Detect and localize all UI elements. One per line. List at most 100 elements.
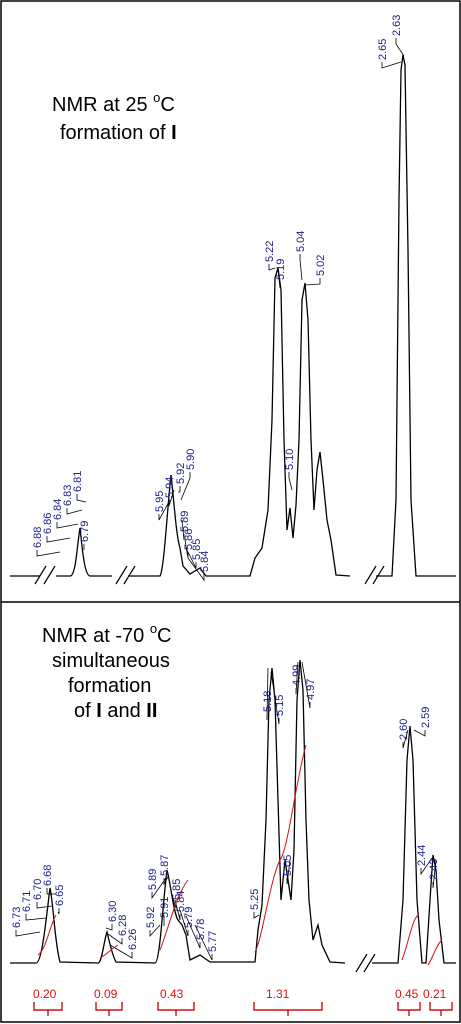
panel1-peak-label: 5.04	[295, 231, 307, 252]
panel2-peak-connector	[301, 661, 311, 709]
panel2-title-line2: simultaneous	[52, 650, 170, 672]
panel2-peak-connector	[25, 914, 47, 921]
panel1-spectrum-line	[10, 54, 456, 577]
panel1-peak-connector	[36, 550, 61, 557]
panel1-peak-connector	[158, 499, 171, 521]
panel2-peak-connector	[420, 857, 433, 876]
panel2-peak-label: 6.26	[127, 929, 139, 950]
panel1-peak-label: 5.02	[315, 255, 327, 276]
integral-bracket	[95, 1002, 123, 1016]
panel1-peak-label: 5.10	[284, 449, 296, 470]
panel2-peak-label: 5.91	[159, 897, 171, 918]
axis-break-mark	[364, 565, 377, 585]
axis-break-mark	[363, 953, 376, 973]
panel1-peak-label: 5.85	[191, 539, 203, 560]
panel2-peak-label: 5.05	[282, 855, 294, 876]
panel1-peak-connector	[180, 472, 191, 501]
panel2-peak-label: 5.78	[195, 919, 207, 940]
panel1-peak-label: 5.89	[179, 511, 191, 532]
panel1-peak-label: 5.95	[154, 491, 166, 512]
panel2-peak-connector	[432, 859, 437, 889]
panel2-peak-connector	[107, 933, 123, 945]
panel1-peak-connector	[395, 38, 405, 57]
panel1-peak-label: 6.88	[32, 527, 44, 548]
panel1-peak-connector	[46, 536, 71, 543]
panel1-title-line2: formation of I	[60, 122, 177, 144]
axis-break-mark	[355, 953, 368, 973]
panel2-peak-connector	[105, 924, 113, 931]
axis-break-mark	[43, 565, 56, 585]
panel1-peak-connector	[277, 269, 281, 289]
panel2-peak-label: 5.25	[249, 889, 261, 910]
labels-layer: 6.886.866.846.836.816.795.955.945.925.90…	[11, 15, 440, 961]
panel2-peak-connector	[253, 912, 260, 919]
panel2-title-line1: NMR at -70 oC	[42, 621, 172, 647]
spectra-layer	[10, 54, 456, 973]
panel2-peak-label: 6.30	[107, 901, 119, 922]
integral-value: 0.20	[33, 987, 57, 1001]
panel2-peak-connector	[270, 671, 280, 725]
panel2-peak-label: 6.28	[117, 915, 129, 936]
integral-bracket	[429, 1002, 453, 1016]
panel2-peak-connector	[163, 874, 170, 886]
panel1-title-line1: NMR at 25 oC	[52, 90, 175, 116]
panel2-peak-label: 2.44	[416, 845, 428, 866]
panel1-peak-connector	[181, 519, 185, 541]
panel2-peak-connector	[15, 930, 41, 937]
panel1-peak-label: 6.79	[79, 521, 91, 542]
integral-curve	[401, 914, 419, 961]
integral-value: 1.31	[266, 987, 290, 1001]
panel2-peak-label: 6.70	[32, 879, 44, 900]
panel2-peak-label: 5.77	[207, 931, 219, 952]
axis-break-mark	[372, 565, 385, 585]
panel2-peak-label: 5.89	[147, 869, 159, 890]
panel1-peak-label: 5.19	[275, 259, 287, 280]
panel2-peak-connector	[46, 888, 56, 895]
integral-bracket	[397, 1002, 421, 1016]
axis-break-mark	[115, 565, 128, 585]
panel1-peak-label: 2.63	[391, 15, 403, 36]
panel1-peak-connector	[66, 508, 83, 515]
panel2-peak-connector	[286, 859, 291, 885]
integral-value: 0.09	[94, 987, 118, 1001]
panel1-peak-label: 6.83	[62, 485, 74, 506]
panel2-peak-connector	[402, 729, 409, 749]
panel2-peak-label: 2.60	[398, 719, 410, 740]
panel2-peak-connector	[295, 661, 299, 695]
panel2-peak-connector	[413, 729, 426, 737]
panel1-peak-connector	[268, 264, 276, 271]
panel2-peak-label: 5.18	[262, 691, 274, 712]
panel2-peak-connector	[266, 667, 269, 721]
integrals-layer: 0.20 0.09 0.43 1.31 0.45 0.21	[33, 744, 453, 1016]
panel2-peak-connector	[57, 908, 60, 915]
panel2-title-line3: formation	[68, 675, 151, 697]
panel2-peak-connector	[174, 899, 181, 921]
integral-bracket	[33, 1002, 63, 1016]
integral-curve	[99, 944, 119, 959]
panel2-peak-connector	[36, 902, 53, 909]
panel1-peak-label: 5.22	[264, 241, 276, 262]
panel2-peak-connector	[151, 877, 167, 900]
integral-bracket	[157, 1002, 195, 1016]
panel2-peak-label: 5.79	[183, 907, 195, 928]
axis-break-mark	[123, 565, 136, 585]
panel1-peak-label: 5.90	[185, 449, 197, 470]
integral-curve	[37, 914, 57, 956]
panel2-peak-label: 6.71	[21, 891, 33, 912]
panel2-peak-label: 6.73	[11, 907, 23, 928]
panel2-peak-label: 5.84	[175, 891, 187, 912]
axis-break-mark	[34, 565, 47, 585]
panel2-peak-connector	[194, 924, 213, 961]
integral-curve	[254, 744, 307, 953]
panel2-peak-connector	[179, 909, 189, 937]
integral-value: 0.45	[395, 987, 419, 1001]
panel2-peak-connector	[149, 924, 161, 938]
panel2-peak-label: 2.43	[428, 859, 440, 880]
panel2-peak-label: 5.92	[145, 907, 157, 928]
panel1-peak-label: 6.86	[42, 513, 54, 534]
panel1-peak-connector	[185, 547, 197, 569]
panel1-peak-label: 5.84	[199, 551, 211, 572]
